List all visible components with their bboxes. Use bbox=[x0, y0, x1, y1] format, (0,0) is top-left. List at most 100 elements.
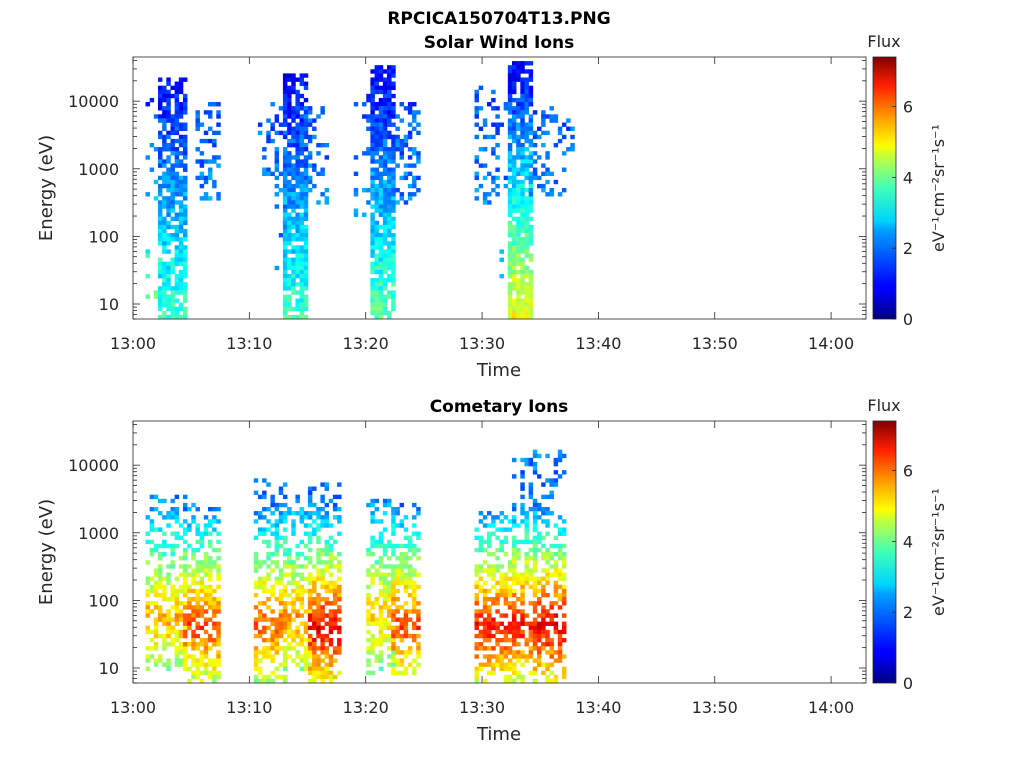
colorbar-tick-label: 0 bbox=[903, 310, 913, 329]
spectrogram-cell bbox=[482, 560, 488, 565]
spectrogram-cell bbox=[320, 572, 325, 577]
spectrogram-cell bbox=[382, 543, 388, 549]
spectrogram-cell bbox=[299, 200, 305, 205]
spectrogram-cell bbox=[145, 531, 150, 536]
spectrogram-cell bbox=[532, 167, 538, 172]
spectrogram-cell bbox=[474, 642, 479, 647]
spectrogram-cell bbox=[399, 502, 405, 508]
spectrogram-cell bbox=[145, 609, 150, 614]
spectrogram-cell bbox=[212, 138, 217, 144]
spectrogram-cell bbox=[374, 617, 380, 622]
spectrogram-cell bbox=[207, 543, 213, 549]
spectrogram-cell bbox=[291, 155, 296, 160]
spectrogram-cell bbox=[528, 494, 534, 500]
spectrogram-cell bbox=[370, 310, 375, 316]
spectrogram-cell bbox=[553, 114, 559, 119]
spectrogram-cell bbox=[511, 560, 517, 565]
spectrogram-cell bbox=[503, 527, 509, 532]
spectrogram-cell bbox=[291, 171, 296, 177]
spectrogram-cell bbox=[316, 670, 321, 676]
spectrogram-cell bbox=[153, 196, 159, 201]
spectrogram-cell bbox=[474, 572, 479, 577]
spectrogram-cell bbox=[307, 122, 313, 127]
spectrogram-cell bbox=[182, 564, 188, 569]
spectrogram-cell bbox=[382, 228, 388, 234]
spectrogram-cell bbox=[291, 261, 296, 267]
spectrogram-cell bbox=[499, 650, 504, 655]
spectrogram-cell bbox=[203, 584, 209, 590]
spectrogram-cell bbox=[182, 294, 188, 299]
spectrogram-cell bbox=[495, 130, 500, 136]
spectrogram-cell bbox=[516, 658, 521, 663]
spectrogram-cell bbox=[187, 601, 192, 606]
spectrogram-cell bbox=[166, 572, 171, 577]
spectrogram-cell bbox=[557, 531, 563, 536]
spectrogram-cell bbox=[507, 69, 513, 74]
spectrogram-cell bbox=[378, 73, 384, 78]
spectrogram-cell bbox=[157, 200, 163, 205]
spectrogram-cell bbox=[503, 572, 509, 577]
spectrogram-cell bbox=[162, 290, 167, 295]
spectrogram-cell bbox=[157, 609, 163, 614]
y-axis-label: Energy (eV) bbox=[36, 135, 57, 241]
spectrogram-cell bbox=[328, 547, 334, 553]
spectrogram-cell bbox=[274, 646, 280, 651]
spectrogram-cell bbox=[528, 601, 534, 606]
spectrogram-cell bbox=[216, 130, 221, 136]
spectrogram-cell bbox=[374, 621, 380, 626]
spectrogram-cell bbox=[299, 216, 305, 222]
spectrogram-cell bbox=[487, 646, 492, 651]
spectrogram-cell bbox=[282, 81, 288, 86]
spectrogram-cell bbox=[199, 159, 205, 164]
spectrogram-cell bbox=[203, 654, 209, 659]
spectrogram-cell bbox=[536, 531, 542, 536]
spectrogram-cell bbox=[174, 249, 180, 254]
spectrogram-cell bbox=[387, 106, 392, 111]
spectrogram-cell bbox=[403, 535, 409, 541]
spectrogram-cell bbox=[403, 621, 409, 626]
spectrogram-cell bbox=[382, 110, 388, 115]
spectrogram-cell bbox=[312, 637, 317, 643]
spectrogram-cell bbox=[320, 498, 325, 504]
spectrogram-cell bbox=[324, 142, 330, 148]
spectrogram-cell bbox=[282, 572, 288, 577]
spectrogram-cell bbox=[524, 253, 529, 258]
spectrogram-cell bbox=[203, 192, 209, 197]
spectrogram-cell bbox=[287, 617, 292, 622]
spectrogram-cell bbox=[278, 122, 284, 127]
spectrogram-cell bbox=[287, 237, 292, 242]
spectrogram-cell bbox=[545, 572, 550, 577]
spectrogram-cell bbox=[528, 547, 534, 553]
spectrogram-cell bbox=[528, 77, 534, 82]
spectrogram-cell bbox=[395, 543, 400, 549]
spectrogram-cell bbox=[391, 666, 396, 672]
spectrogram-cell bbox=[528, 633, 534, 639]
spectrogram-cell bbox=[324, 519, 330, 524]
spectrogram-cell bbox=[374, 126, 380, 131]
spectrogram-cell bbox=[511, 171, 517, 177]
spectrogram-cell bbox=[303, 278, 309, 283]
spectrogram-cell bbox=[270, 122, 275, 127]
spectrogram-cell bbox=[478, 106, 484, 111]
spectrogram-cell bbox=[207, 646, 213, 651]
spectrogram-cell bbox=[182, 228, 188, 234]
spectrogram-cell bbox=[366, 621, 371, 626]
spectrogram-cell bbox=[291, 658, 296, 663]
spectrogram-cell bbox=[303, 208, 309, 213]
spectrogram-cell bbox=[495, 167, 500, 172]
spectrogram-cell bbox=[403, 576, 409, 581]
spectrogram-cell bbox=[312, 642, 317, 647]
spectrogram-cell bbox=[520, 601, 525, 606]
spectrogram-cell bbox=[511, 126, 517, 131]
spectrogram-cell bbox=[299, 175, 305, 181]
spectrogram-cell bbox=[324, 564, 330, 569]
spectrogram-cell bbox=[407, 646, 413, 651]
spectrogram-cell bbox=[478, 163, 484, 168]
spectrogram-cell bbox=[545, 151, 550, 156]
spectrogram-cell bbox=[478, 543, 484, 549]
spectrogram-cell bbox=[166, 212, 171, 217]
spectrogram-cell bbox=[511, 474, 517, 479]
spectrogram-cell bbox=[528, 302, 534, 308]
spectrogram-cell bbox=[516, 547, 521, 553]
spectrogram-cell bbox=[270, 633, 275, 639]
